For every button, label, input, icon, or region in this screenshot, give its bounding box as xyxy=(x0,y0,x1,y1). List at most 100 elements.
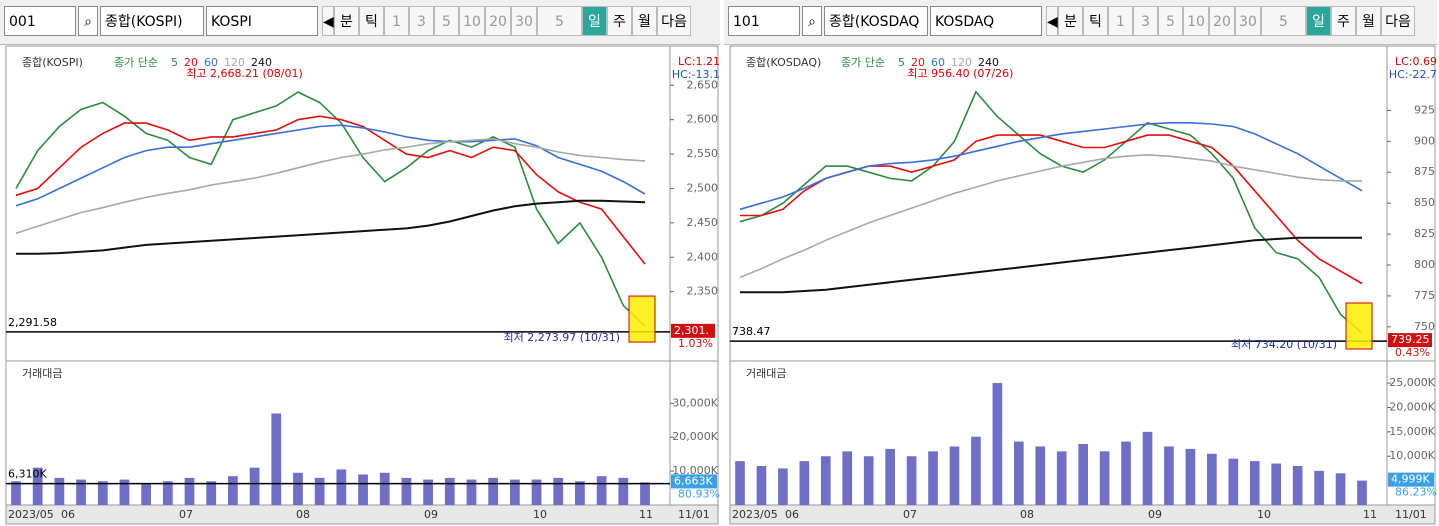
name-input[interactable]: 종합(KOSDAQ xyxy=(824,6,928,36)
legend-label: 종가 단순 xyxy=(841,56,885,69)
search-button[interactable]: ⌕ xyxy=(802,6,822,36)
ma-line xyxy=(15,91,646,327)
current-price: 739.25 xyxy=(1391,333,1430,346)
volume-bar xyxy=(249,467,260,505)
period-button[interactable]: 5 xyxy=(1158,6,1183,36)
period-button[interactable]: 다음 xyxy=(1381,6,1415,36)
volume-bar xyxy=(119,479,130,505)
volume-bar xyxy=(97,481,108,505)
volume-bar xyxy=(618,477,629,505)
lc-label: LC:1.21 xyxy=(678,55,720,68)
code-input[interactable]: 001 xyxy=(4,6,76,36)
current-box xyxy=(1388,333,1432,348)
date-label: 11/01 xyxy=(1395,508,1427,521)
period-button[interactable]: 주 xyxy=(1331,6,1356,36)
volume-bar xyxy=(206,481,217,505)
period-button[interactable]: 주 xyxy=(607,6,632,36)
volume-bar xyxy=(992,383,1003,505)
period-button[interactable]: 10 xyxy=(459,6,485,36)
search-button[interactable]: ⌕ xyxy=(78,6,98,36)
low-highlight xyxy=(1345,302,1373,350)
period-button[interactable]: 5 xyxy=(1261,6,1306,36)
date-label: 09 xyxy=(1148,508,1162,521)
period-button[interactable]: 1 xyxy=(1108,6,1133,36)
date-label: 10 xyxy=(1257,508,1271,521)
ma-line xyxy=(15,138,646,234)
volume-current-box xyxy=(671,474,717,489)
date-label: 11 xyxy=(1363,508,1377,521)
period-button[interactable]: 30 xyxy=(1235,6,1261,36)
date-label: 09 xyxy=(424,508,438,521)
volume-bar xyxy=(54,477,65,505)
period-button[interactable]: 20 xyxy=(1209,6,1235,36)
volume-bar xyxy=(799,461,810,505)
prev-button[interactable]: ◀ xyxy=(1046,6,1058,36)
ma-line xyxy=(739,122,1363,211)
period-button[interactable]: 30 xyxy=(511,6,537,36)
volume-bar xyxy=(756,465,767,505)
period-button[interactable]: 1 xyxy=(384,6,409,36)
volume-current: 4,999K xyxy=(1391,473,1430,486)
panel-frame xyxy=(5,45,719,525)
volume-bar xyxy=(1014,441,1024,505)
h-line-label: 738.47 xyxy=(732,325,771,338)
volume-bar xyxy=(885,448,895,505)
volume-bar xyxy=(1249,461,1260,505)
y-tick-label: 900 xyxy=(1414,134,1435,147)
period-button[interactable]: 일 xyxy=(1306,6,1331,36)
date-label: 06 xyxy=(785,508,799,521)
hc-label: HC:-22.7 xyxy=(1389,68,1437,81)
volume-bar xyxy=(271,413,282,505)
period-button[interactable]: 5 xyxy=(434,6,459,36)
volume-bar xyxy=(820,456,831,505)
y-tick-label: 25,000K xyxy=(1389,376,1435,389)
volume-bar xyxy=(184,477,195,505)
period-button[interactable]: 분 xyxy=(1058,6,1083,36)
ma-line xyxy=(740,134,1363,285)
market-select[interactable]: KOSPI xyxy=(206,6,318,36)
legend-entry: 20 xyxy=(184,56,198,69)
period-button[interactable]: 틱 xyxy=(359,6,384,36)
y-tick-label: 2,500 xyxy=(687,181,719,194)
ma-line xyxy=(740,236,1362,294)
market-select[interactable]: KOSDAQ xyxy=(930,6,1042,36)
ma-line xyxy=(739,154,1362,279)
period-button[interactable]: 월 xyxy=(632,6,657,36)
y-tick-label: 750 xyxy=(1414,320,1435,333)
y-tick-label: 30,000K xyxy=(672,396,718,409)
y-tick-label: 20,000K xyxy=(672,430,718,443)
y-tick-label: 800 xyxy=(1414,258,1435,271)
ma-line xyxy=(739,90,1363,334)
period-button[interactable]: 월 xyxy=(1356,6,1381,36)
volume-bar xyxy=(1335,473,1346,505)
code-input[interactable]: 101 xyxy=(728,6,800,36)
volume-title: 거래대금 xyxy=(746,367,786,380)
legend-label: 종가 단순 xyxy=(114,56,158,69)
volume-bar xyxy=(336,469,347,505)
period-button[interactable]: 3 xyxy=(409,6,434,36)
name-input[interactable]: 종합(KOSPI) xyxy=(100,6,204,36)
volume-bar xyxy=(1292,465,1303,505)
volume-bar xyxy=(358,474,368,505)
y-tick-label: 2,650 xyxy=(687,78,719,91)
volume-bar xyxy=(842,451,853,505)
period-button[interactable]: 3 xyxy=(1133,6,1158,36)
period-button[interactable]: 20 xyxy=(485,6,511,36)
volume-bar xyxy=(971,436,981,505)
date-axis-bg xyxy=(5,504,719,525)
period-button[interactable]: 5 xyxy=(537,6,582,36)
period-button[interactable]: 10 xyxy=(1183,6,1209,36)
prev-button[interactable]: ◀ xyxy=(322,6,334,36)
volume-bar xyxy=(735,461,745,505)
period-button[interactable]: 분 xyxy=(334,6,359,36)
period-button[interactable]: 일 xyxy=(582,6,607,36)
volume-bar xyxy=(423,479,433,505)
y-tick-label: 10,000K xyxy=(1389,449,1435,462)
legend-entry: 240 xyxy=(978,56,999,69)
volume-bar xyxy=(509,479,520,505)
period-button[interactable]: 다음 xyxy=(657,6,691,36)
period-button[interactable]: 틱 xyxy=(1083,6,1108,36)
volume-bar xyxy=(1207,453,1217,505)
volume-bar xyxy=(162,481,173,505)
hc-label: HC:-13.1 xyxy=(672,68,720,81)
